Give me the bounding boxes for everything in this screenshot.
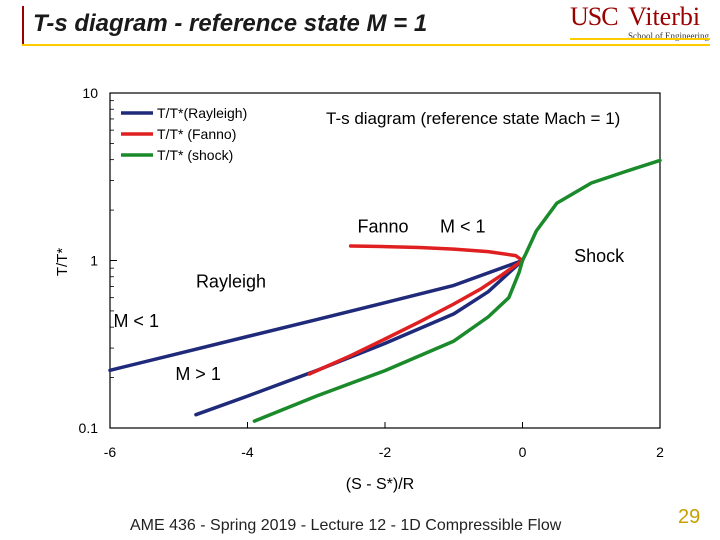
usc-viterbi-logo: USC Viterbi School of Engineering (570, 2, 710, 42)
x-tick-label: -6 (104, 444, 117, 460)
logo-usc-text: USC (570, 2, 619, 31)
slide-title: T-s diagram - reference state M = 1 (33, 10, 428, 37)
logo-subtitle: School of Engineering (628, 31, 709, 41)
page-number: 29 (678, 506, 701, 528)
logo-viterbi-text: Viterbi (628, 2, 701, 31)
x-tick-label: -4 (241, 444, 254, 460)
x-tick-label: 0 (519, 444, 527, 460)
annotation-label: M > 1 (175, 364, 221, 384)
annotation-label: M < 1 (440, 216, 486, 236)
legend-label: T/T*(Rayleigh) (157, 105, 247, 121)
x-axis-label: (S - S*)/R (346, 476, 414, 493)
chart-title: T-s diagram (reference state Mach = 1) (326, 109, 620, 128)
logo-underline (570, 38, 710, 40)
y-tick-label: 0.1 (79, 420, 99, 436)
footer-text: AME 436 - Spring 2019 - Lecture 12 - 1D … (130, 517, 562, 534)
y-tick-label: 1 (90, 253, 98, 269)
x-tick-label: 2 (656, 444, 664, 460)
annotation-label: M < 1 (113, 311, 159, 331)
series-line-2 (307, 244, 525, 376)
annotation-label: Shock (574, 246, 625, 266)
series-line-3 (252, 158, 662, 423)
annotation-label: Rayleigh (196, 271, 266, 291)
y-tick-label: 10 (82, 85, 98, 101)
annotation-label: Fanno (358, 216, 409, 236)
title-underline (22, 44, 710, 46)
title-accent-bar (22, 6, 24, 46)
y-axis-label: T/T* (54, 248, 71, 276)
legend-label: T/T* (Fanno) (157, 126, 236, 142)
x-tick-label: -2 (379, 444, 392, 460)
legend-label: T/T* (shock) (157, 147, 233, 163)
